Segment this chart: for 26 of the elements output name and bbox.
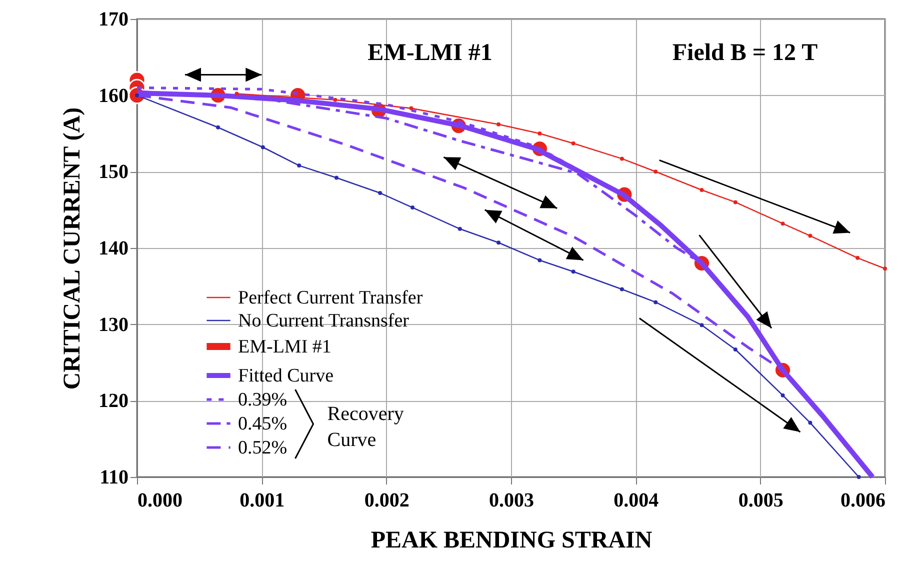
legend-label: Perfect Current Transfer — [238, 288, 424, 308]
x-tick-label: 0.002 — [364, 490, 410, 512]
legend-label: 0.45% — [238, 414, 288, 434]
legend-label: Fitted Curve — [238, 366, 334, 386]
x-tick-label: 0.000 — [138, 490, 182, 512]
legend-label: 0.52% — [238, 438, 288, 458]
annotation: Field B = 12 T — [672, 40, 818, 66]
legend-label: No Current Transnsfer — [238, 310, 410, 332]
annotation: Recovery Curve — [327, 403, 404, 451]
y-tick-label: 140 — [98, 238, 128, 260]
y-tick-label: 150 — [98, 161, 128, 184]
y-axis-title: CRITICAL CURRENT (A) — [60, 107, 86, 390]
y-tick-label: 170 — [98, 8, 128, 30]
x-tick-label: 0.004 — [614, 490, 659, 512]
y-tick-label: 160 — [98, 84, 128, 107]
annotation: EM-LMI #1 — [368, 40, 492, 66]
legend-label: 0.39% — [238, 390, 288, 410]
x-tick-label: 0.006 — [840, 490, 886, 512]
x-tick-label: 0.003 — [489, 490, 534, 512]
y-tick-label: 120 — [98, 390, 128, 412]
y-tick-label: 130 — [98, 314, 128, 336]
y-tick-label: 110 — [100, 466, 128, 488]
legend-label: EM-LMI #1 — [238, 336, 332, 358]
x-tick-label: 0.005 — [738, 490, 784, 512]
x-axis-title: PEAK BENDING STRAIN — [370, 528, 653, 554]
x-tick-label: 0.001 — [240, 490, 285, 512]
